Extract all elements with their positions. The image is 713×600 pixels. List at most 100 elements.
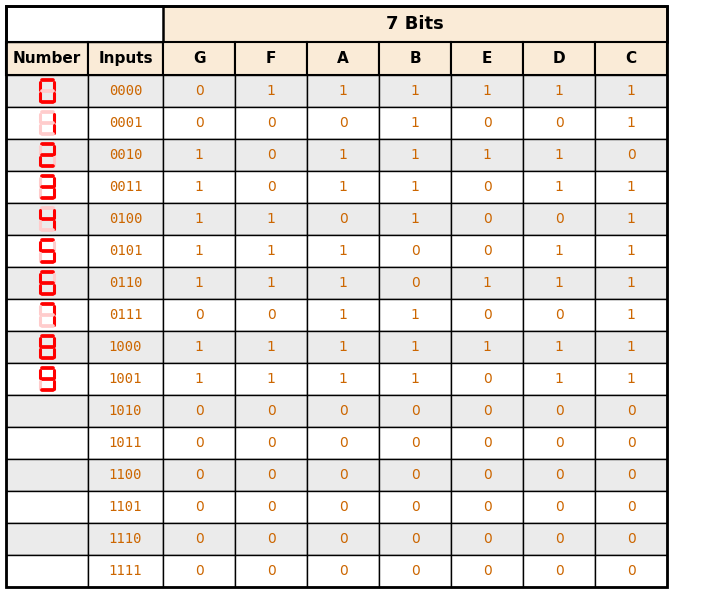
Text: 1: 1 [339, 372, 347, 386]
Bar [379, 331, 451, 363]
Text: 0011: 0011 [109, 180, 143, 194]
Text: 0: 0 [267, 564, 275, 578]
Bar [163, 6, 667, 42]
Bar [6, 107, 88, 139]
Text: 1: 1 [339, 308, 347, 322]
Text: 0: 0 [555, 116, 563, 130]
Text: 1: 1 [267, 244, 275, 258]
Bar [379, 42, 451, 75]
Bar [307, 203, 379, 235]
Text: 0: 0 [339, 436, 347, 450]
Bar [235, 331, 307, 363]
Bar [163, 171, 235, 203]
Text: 0: 0 [627, 500, 635, 514]
Text: 0: 0 [411, 244, 419, 258]
Bar [235, 427, 307, 459]
Text: 1: 1 [411, 212, 419, 226]
Text: 0: 0 [555, 500, 563, 514]
Bar [379, 235, 451, 267]
Bar [235, 107, 307, 139]
Text: 0: 0 [267, 500, 275, 514]
Bar [379, 203, 451, 235]
Text: 1: 1 [411, 340, 419, 354]
Bar [88, 107, 163, 139]
Text: 0: 0 [267, 404, 275, 418]
Bar [6, 427, 88, 459]
Bar [6, 523, 88, 555]
Text: 1: 1 [339, 244, 347, 258]
Bar [451, 331, 523, 363]
Bar [235, 139, 307, 171]
Text: 1: 1 [555, 148, 563, 162]
Bar [379, 171, 451, 203]
Text: 1: 1 [627, 372, 635, 386]
Bar [163, 491, 235, 523]
Text: 1: 1 [627, 340, 635, 354]
Bar [523, 427, 595, 459]
Text: 1: 1 [627, 212, 635, 226]
Bar [163, 235, 235, 267]
Text: 1: 1 [339, 148, 347, 162]
Text: 0: 0 [339, 564, 347, 578]
Bar [163, 555, 235, 587]
Bar [523, 171, 595, 203]
Text: 1: 1 [555, 84, 563, 98]
Bar [6, 171, 88, 203]
Text: 0: 0 [411, 468, 419, 482]
Text: 1: 1 [195, 340, 203, 354]
Text: 0: 0 [483, 564, 491, 578]
Text: 0: 0 [555, 436, 563, 450]
Text: A: A [337, 51, 349, 66]
Bar [523, 459, 595, 491]
Text: 1: 1 [339, 340, 347, 354]
Bar [235, 459, 307, 491]
Bar [88, 235, 163, 267]
Bar [379, 75, 451, 107]
Text: 0: 0 [555, 468, 563, 482]
Bar [307, 523, 379, 555]
Bar [235, 203, 307, 235]
Bar [595, 459, 667, 491]
Bar [523, 491, 595, 523]
Text: 1: 1 [267, 372, 275, 386]
Text: 1: 1 [627, 276, 635, 290]
Text: 1010: 1010 [109, 404, 143, 418]
Bar [6, 299, 88, 331]
Text: 1: 1 [411, 372, 419, 386]
Bar [523, 75, 595, 107]
Text: 1110: 1110 [109, 532, 143, 546]
Text: 0: 0 [627, 564, 635, 578]
Bar [307, 299, 379, 331]
Bar [451, 75, 523, 107]
Text: 1: 1 [555, 276, 563, 290]
Text: 0: 0 [339, 404, 347, 418]
Bar [88, 299, 163, 331]
Text: 0: 0 [195, 564, 203, 578]
Bar [379, 267, 451, 299]
Text: 0111: 0111 [109, 308, 143, 322]
Bar [595, 555, 667, 587]
Bar [523, 42, 595, 75]
Text: C: C [625, 51, 637, 66]
Text: 1001: 1001 [109, 372, 143, 386]
Text: 1101: 1101 [109, 500, 143, 514]
Bar [523, 395, 595, 427]
Bar [235, 299, 307, 331]
Text: 1100: 1100 [109, 468, 143, 482]
Bar [307, 363, 379, 395]
Bar [6, 363, 88, 395]
Bar [163, 427, 235, 459]
Bar [595, 363, 667, 395]
Bar [595, 299, 667, 331]
Bar [163, 523, 235, 555]
Bar [307, 267, 379, 299]
Bar [307, 331, 379, 363]
Text: 0: 0 [483, 308, 491, 322]
Text: 0: 0 [267, 308, 275, 322]
Text: 0: 0 [411, 532, 419, 546]
Bar [307, 75, 379, 107]
Bar [307, 395, 379, 427]
Text: 0: 0 [411, 436, 419, 450]
Bar [523, 203, 595, 235]
Text: 0: 0 [195, 404, 203, 418]
